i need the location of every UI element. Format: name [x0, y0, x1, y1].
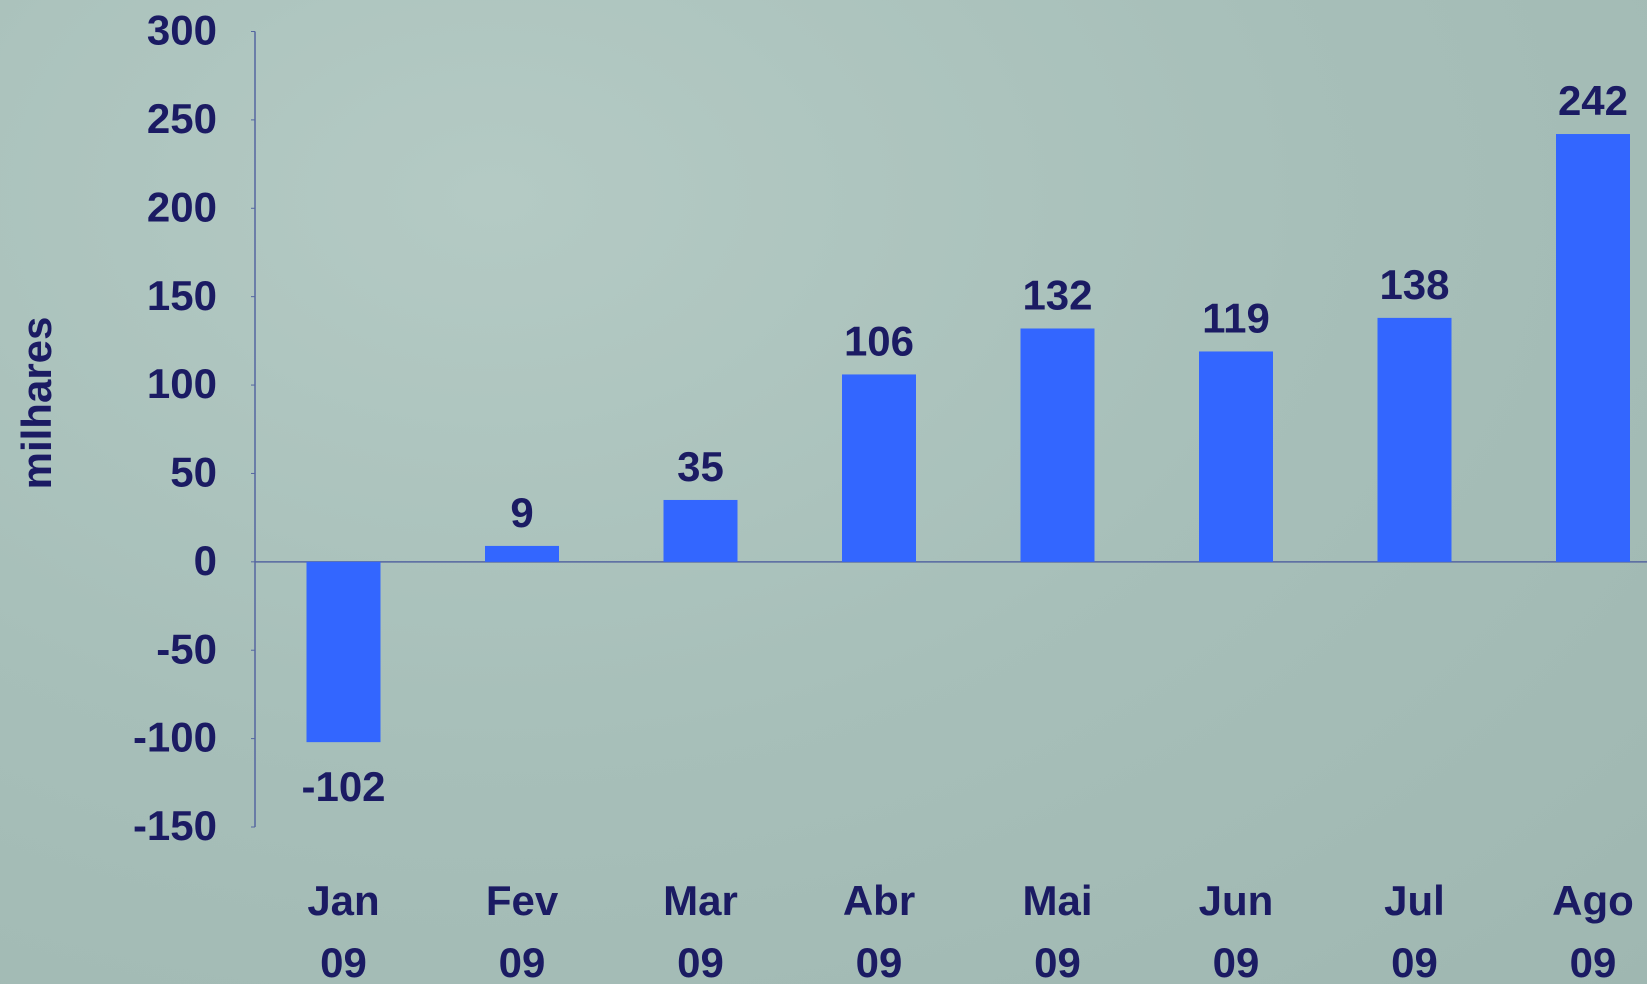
bar: [1021, 328, 1095, 561]
value-label: 132: [1022, 272, 1092, 319]
value-label: 119: [1202, 295, 1270, 342]
x-tick-label: Mar 09: [663, 870, 738, 994]
bar: [307, 562, 381, 742]
value-label: 106: [844, 318, 914, 365]
x-tick-label: Fev 09: [486, 870, 558, 994]
value-label: -102: [301, 763, 385, 810]
chart: milhares -150 -100 -50 0 50 100 150 200 250 300 -1…: [0, 0, 1647, 984]
bar: [485, 546, 559, 562]
x-tick-label: Jan 09: [307, 870, 379, 994]
y-tick-label: -150: [133, 802, 217, 849]
bar: [1556, 134, 1630, 562]
bar: [1378, 318, 1452, 562]
chart-page: milhares -150 -100 -50 0 50 100 150 200 250 300 -1…: [0, 0, 1647, 984]
value-label: 9: [510, 489, 533, 536]
value-label: 138: [1379, 261, 1449, 308]
y-axis-label: milhares: [13, 317, 60, 490]
y-tick-label: 100: [147, 360, 217, 407]
x-tick-label: Ago 09: [1552, 870, 1634, 994]
value-label: 242: [1558, 77, 1628, 124]
y-tick-label: 0: [194, 537, 217, 584]
x-tick-label: Abr 09: [843, 870, 915, 994]
y-tick-label: -50: [156, 625, 217, 672]
y-tick-label: -100: [133, 714, 217, 761]
x-tick-label: Mai 09: [1022, 870, 1092, 994]
y-tick-label: 250: [147, 95, 217, 142]
bar: [842, 374, 916, 561]
value-label: 35: [677, 443, 724, 490]
x-tick-label: Jul 09: [1384, 870, 1445, 994]
y-tick-label: 150: [147, 272, 217, 319]
x-tick-label: Jun 09: [1199, 870, 1274, 994]
bar: [1199, 351, 1273, 561]
bar: [664, 500, 738, 562]
y-tick-label: 200: [147, 183, 217, 230]
y-tick-label: 50: [170, 449, 217, 496]
y-tick-label: 300: [147, 7, 217, 54]
